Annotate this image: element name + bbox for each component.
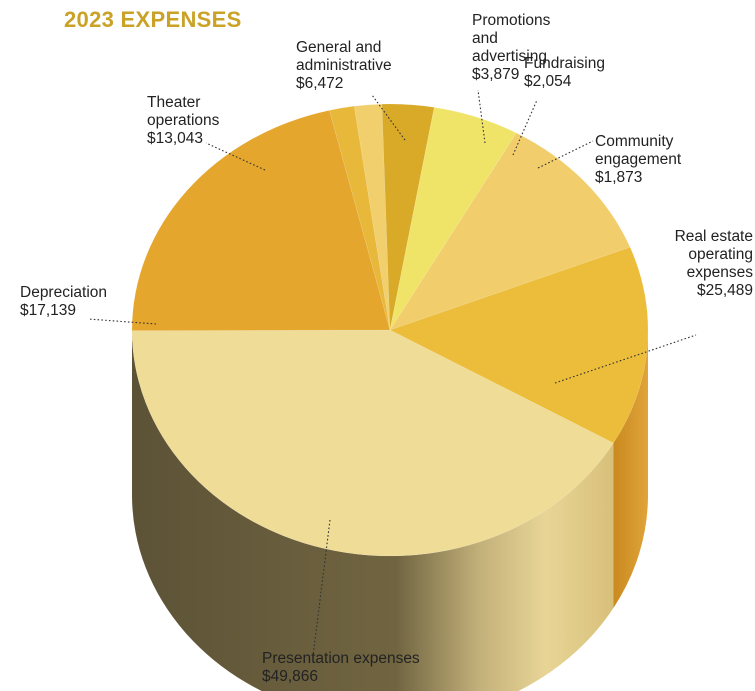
label-value: $49,866 <box>262 668 318 685</box>
leader-line-theater-operations <box>205 142 266 171</box>
label-value: $13,043 <box>147 130 203 147</box>
label-presentation-expenses: Presentation expenses $49,866 <box>262 650 420 685</box>
label-value: $25,489 <box>697 282 753 299</box>
leader-line-community-engagement <box>537 140 594 169</box>
label-text: administrative <box>296 57 392 74</box>
slice-real-estate-operating-expenses <box>131 109 391 331</box>
leader-line-fundraising <box>512 99 538 156</box>
leader-line-general-and-administrative <box>371 94 406 141</box>
label-text: operating <box>688 246 753 263</box>
label-text: Fundraising <box>524 55 605 72</box>
label-text: Presentation expenses <box>262 650 420 667</box>
label-text: Community <box>595 133 674 150</box>
label-text: Depreciation <box>20 284 107 301</box>
label-fundraising: Fundraising $2,054 <box>524 55 605 90</box>
leader-lines <box>87 89 697 657</box>
label-real-estate-operating-expenses: Real estate operating expenses $25,489 <box>675 228 754 299</box>
label-text: operations <box>147 112 220 129</box>
label-text: engagement <box>595 151 682 168</box>
label-community-engagement: Community engagement $1,873 <box>595 133 682 186</box>
pie-slices <box>131 103 649 557</box>
pie-sides <box>132 330 648 691</box>
slice-general-and-administrative <box>389 107 517 331</box>
label-value: $1,873 <box>595 169 642 186</box>
slice-community-engagement <box>329 105 391 331</box>
leader-line-presentation-expenses <box>312 519 331 657</box>
label-text: Real estate <box>675 228 753 245</box>
label-text: expenses <box>687 264 754 281</box>
leader-line-promotions-and-advertising <box>477 89 486 144</box>
chart-title: 2023 EXPENSES <box>64 7 242 32</box>
slice-depreciation <box>389 246 649 444</box>
label-theater-operations: Theater operations $13,043 <box>147 94 220 147</box>
slice-fundraising <box>353 103 391 331</box>
label-depreciation: Depreciation $17,139 <box>20 284 107 319</box>
side-presentation-expenses <box>132 330 614 691</box>
label-promotions-and-advertising: Promotions and advertising $3,879 <box>472 12 551 83</box>
slice-presentation-expenses <box>131 329 614 557</box>
label-value: $2,054 <box>524 73 572 90</box>
label-text: General and <box>296 39 381 56</box>
label-text: and <box>472 30 498 47</box>
side-real-estate-operating-expenses <box>613 330 648 608</box>
label-general-and-administrative: General and administrative $6,472 <box>296 39 392 92</box>
slice-promotions-and-advertising <box>381 103 435 331</box>
label-text: Promotions <box>472 12 551 29</box>
label-value: $17,139 <box>20 302 76 319</box>
label-value: $3,879 <box>472 66 519 83</box>
slice-theater-operations <box>389 132 631 331</box>
label-text: advertising <box>472 48 547 65</box>
label-text: Theater <box>147 94 200 111</box>
label-value: $6,472 <box>296 75 343 92</box>
